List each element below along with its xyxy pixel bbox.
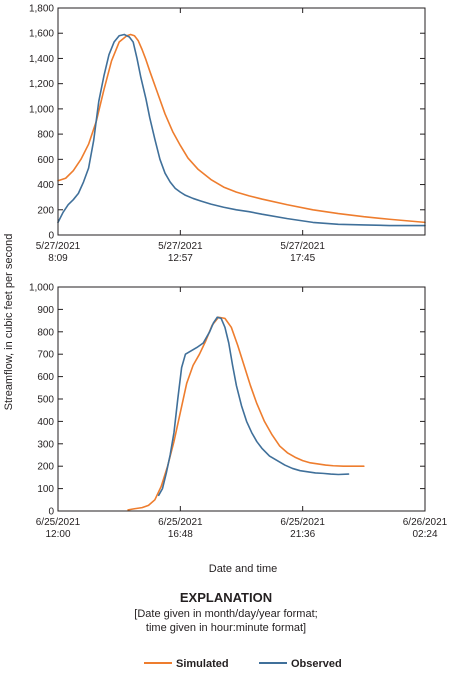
bottom-series-lines <box>127 316 365 511</box>
top-y-tick-label: 200 <box>37 205 54 216</box>
top-series-observed <box>57 33 426 227</box>
bottom-series-simulated <box>127 316 365 511</box>
top-y-tick-label: 600 <box>37 155 54 166</box>
bottom-y-tick-label: 0 <box>48 507 54 518</box>
legend-label-observed: Observed <box>291 658 342 670</box>
bottom-x-tick-date: 6/25/2021 <box>158 517 203 528</box>
top-y-tick-label: 800 <box>37 130 54 141</box>
top-y-tick-label: 1,000 <box>29 104 54 115</box>
top-x-tick-date: 5/27/2021 <box>36 241 81 252</box>
top-y-tick-label: 400 <box>37 180 54 191</box>
bottom-y-axis: 0 100 200 300 400 500 600 700 800 900 1,000 <box>29 283 425 518</box>
bottom-series-observed <box>157 316 350 497</box>
top-plot-frame <box>57 7 426 236</box>
bottom-x-axis: 6/25/202112:006/25/202116:486/25/202121:… <box>36 287 448 540</box>
bottom-y-tick-label: 700 <box>37 350 54 361</box>
explanation-note-line2: time given in hour:minute format] <box>146 622 306 634</box>
bottom-x-tick-time: 21:36 <box>290 529 315 540</box>
bottom-y-tick-label: 600 <box>37 372 54 383</box>
top-x-axis: 5/27/20218:095/27/202112:575/27/202117:4… <box>36 8 325 264</box>
bottom-y-tick-label: 200 <box>37 462 54 473</box>
bottom-y-tick-label: 100 <box>37 484 54 495</box>
explanation-title: EXPLANATION <box>180 590 272 605</box>
bottom-y-tick-label: 300 <box>37 439 54 450</box>
bottom-y-tick-label: 1,000 <box>29 283 54 294</box>
top-x-tick-time: 8:09 <box>48 253 68 264</box>
top-y-axis: 0 200 400 600 800 1,000 1,200 1,400 1,600 1,800 <box>29 4 425 242</box>
top-y-tick-label: 1,400 <box>29 54 54 65</box>
top-y-tick-label: 1,800 <box>29 4 54 15</box>
top-x-tick-date: 5/27/2021 <box>280 241 325 252</box>
bottom-x-tick-date: 6/25/2021 <box>36 517 81 528</box>
bottom-y-tick-label: 900 <box>37 305 54 316</box>
y-axis-title: Streamflow, in cubic feet per second <box>3 234 15 411</box>
top-x-tick-date: 5/27/2021 <box>158 241 203 252</box>
bottom-x-tick-time: 16:48 <box>168 529 193 540</box>
explanation-note-line1: [Date given in month/day/year format; <box>134 608 317 620</box>
x-axis-title: Date and time <box>209 563 277 575</box>
bottom-y-tick-label: 500 <box>37 395 54 406</box>
top-x-tick-time: 12:57 <box>168 253 193 264</box>
top-series-lines <box>57 33 426 227</box>
top-series-simulated <box>57 33 426 224</box>
top-x-tick-time: 17:45 <box>290 253 315 264</box>
bottom-y-tick-label: 400 <box>37 417 54 428</box>
top-y-tick-label: 1,600 <box>29 29 54 40</box>
bottom-x-tick-time: 02:24 <box>412 529 437 540</box>
bottom-x-tick-date: 6/25/2021 <box>280 517 325 528</box>
bottom-plot-frame <box>57 286 426 512</box>
bottom-x-tick-date: 6/26/2021 <box>403 517 448 528</box>
top-y-tick-label: 0 <box>48 231 54 242</box>
bottom-chart-panel: 0 100 200 300 400 500 600 700 800 900 1,000 6/25/2… <box>29 283 448 541</box>
legend: Simulated Observed <box>144 658 342 670</box>
top-chart-panel: 0 200 400 600 800 1,000 1,200 1,400 1,600 1,800 5… <box>29 4 426 264</box>
bottom-y-tick-label: 800 <box>37 327 54 338</box>
bottom-x-tick-time: 12:00 <box>45 529 70 540</box>
legend-label-simulated: Simulated <box>176 658 229 670</box>
top-y-tick-label: 1,200 <box>29 79 54 90</box>
